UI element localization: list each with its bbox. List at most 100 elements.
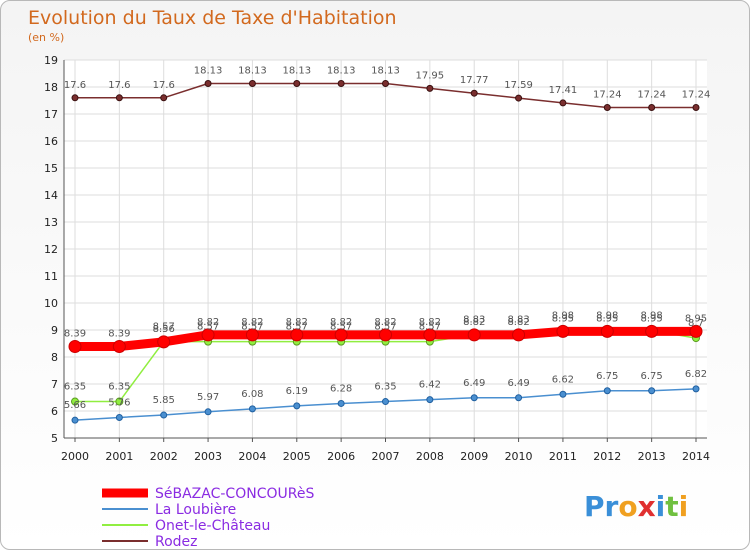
data-label: 5.66 <box>64 400 86 411</box>
data-label: 8.95 <box>596 313 618 324</box>
data-label: 8.82 <box>330 317 352 328</box>
data-point <box>71 397 79 406</box>
data-label: 17.41 <box>549 85 578 96</box>
y-tick-label: 11 <box>44 270 58 283</box>
data-label: 18.13 <box>282 65 311 76</box>
data-point <box>160 411 168 419</box>
data-label: 8.95 <box>685 313 707 324</box>
data-label: 17.59 <box>504 80 533 91</box>
data-label: 8.82 <box>507 317 529 328</box>
data-label: 6.75 <box>596 371 618 382</box>
data-label: 17.77 <box>460 75 489 86</box>
data-label: 17.6 <box>108 80 130 91</box>
data-label: 8.82 <box>419 317 441 328</box>
x-tick-label: 2012 <box>593 450 621 463</box>
logo-text: Proxiti <box>584 490 688 523</box>
data-point <box>290 328 304 342</box>
x-tick-label: 2001 <box>105 450 133 463</box>
data-point <box>293 402 301 410</box>
data-label: 8.39 <box>64 328 86 339</box>
data-label: 8.82 <box>374 317 396 328</box>
chart-subtitle: (en %) <box>28 31 64 44</box>
data-point <box>201 328 215 342</box>
data-point <box>559 99 567 107</box>
data-label: 8.56 <box>153 324 175 335</box>
data-label: 17.24 <box>593 90 622 101</box>
y-tick-label: 9 <box>51 324 58 337</box>
data-label: 6.19 <box>286 386 308 397</box>
data-point <box>556 324 570 338</box>
x-tick-label: 2003 <box>194 450 222 463</box>
data-label: 6.49 <box>463 378 485 389</box>
legend-label: Onet-le-Château <box>155 518 270 534</box>
data-point <box>337 79 345 87</box>
y-tick-label: 15 <box>44 162 58 175</box>
data-point <box>71 416 79 424</box>
data-label: 17.24 <box>637 90 666 101</box>
data-label: 8.57 <box>241 322 263 333</box>
x-tick-label: 2000 <box>61 450 89 463</box>
data-point <box>115 94 123 102</box>
data-point <box>689 324 703 338</box>
y-tick-label: 6 <box>51 405 58 418</box>
data-label: 8.98 <box>596 311 618 322</box>
data-point <box>115 413 123 421</box>
data-point <box>603 387 611 395</box>
axes: 5 6 7 8 9 10 11 12 13 14 15 16 17 18 19 2000 2001 2002 200… <box>44 54 710 463</box>
data-label: 8.83 <box>507 315 529 326</box>
y-tick-label: 12 <box>44 243 58 256</box>
x-tick-label: 2011 <box>549 450 577 463</box>
data-point <box>512 328 526 342</box>
data-point <box>648 387 656 395</box>
data-label: 17.95 <box>416 70 445 81</box>
data-point <box>515 94 523 102</box>
x-tick-label: 2005 <box>283 450 311 463</box>
data-point <box>68 339 82 353</box>
data-label: 8.57 <box>374 322 396 333</box>
data-point <box>600 324 614 338</box>
y-tick-label: 5 <box>51 432 58 445</box>
data-point <box>71 94 79 102</box>
series-layer <box>68 79 703 424</box>
data-label: 8.95 <box>641 313 663 324</box>
y-tick-label: 8 <box>51 351 58 364</box>
chart-title: Evolution du Taux de Taxe d'Habitation <box>28 7 397 29</box>
data-label: 6.35 <box>108 382 130 393</box>
data-label: 8.95 <box>552 313 574 324</box>
data-label: 6.62 <box>552 374 574 385</box>
data-label: 6.75 <box>641 371 663 382</box>
data-point <box>559 390 567 398</box>
data-point <box>160 94 168 102</box>
data-point <box>334 328 348 342</box>
grid-lines <box>64 59 707 439</box>
data-point <box>470 89 478 97</box>
y-tick-label: 14 <box>44 189 58 202</box>
x-tick-label: 2004 <box>238 450 266 463</box>
data-point <box>382 398 389 406</box>
data-label: 8.98 <box>552 311 574 322</box>
legend-label: Rodez <box>155 534 198 550</box>
x-tick-label: 2007 <box>372 450 400 463</box>
data-label: 18.13 <box>238 65 267 76</box>
y-tick-label: 17 <box>44 108 58 121</box>
data-label: 18.13 <box>327 65 356 76</box>
data-point <box>204 408 212 416</box>
data-label: 5.85 <box>153 395 175 406</box>
data-point <box>204 79 212 87</box>
data-label: 8.7 <box>688 318 704 329</box>
data-point <box>603 104 611 112</box>
data-label: 6.82 <box>685 369 707 380</box>
data-label: 8.98 <box>641 311 663 322</box>
data-label: 8.82 <box>241 317 263 328</box>
data-label: 6.28 <box>330 383 352 394</box>
data-label: 6.49 <box>507 378 529 389</box>
x-tick-label: 2006 <box>327 450 355 463</box>
legend-label: La Loubière <box>155 502 236 518</box>
data-label: 8.57 <box>330 322 352 333</box>
data-label: 5.76 <box>108 397 130 408</box>
data-point <box>692 385 700 393</box>
data-point <box>245 328 259 342</box>
data-point <box>248 405 256 413</box>
